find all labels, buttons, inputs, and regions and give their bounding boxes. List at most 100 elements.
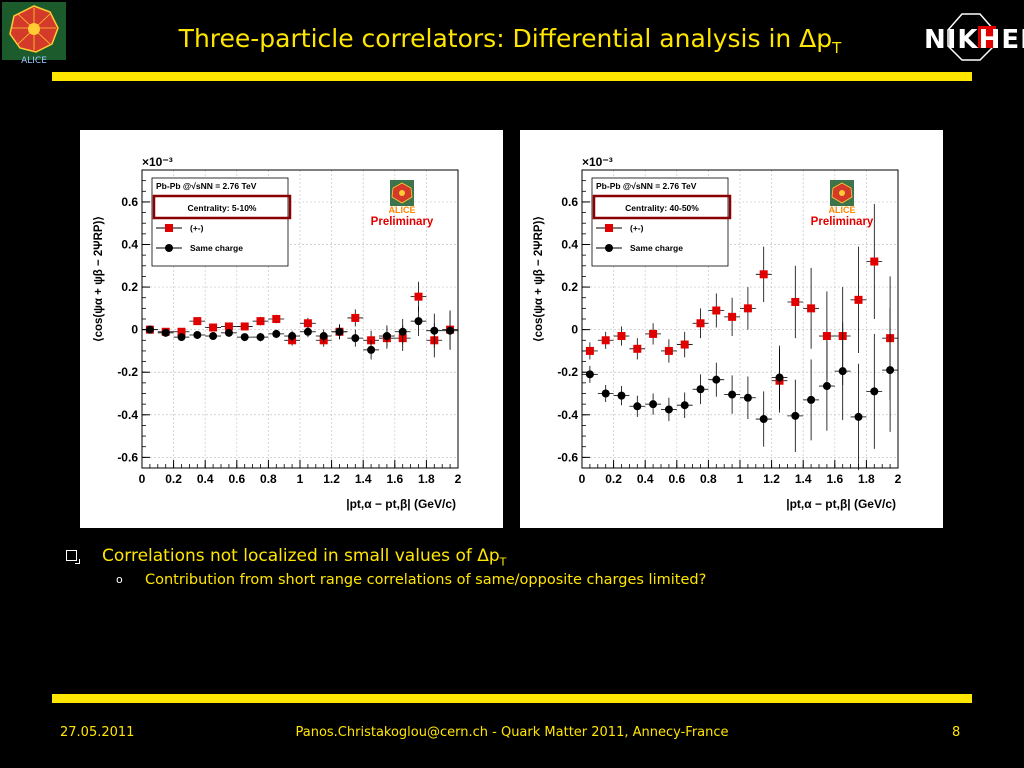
data-point [822, 382, 831, 391]
data-point [335, 327, 344, 336]
y-tick-label: -0.6 [117, 450, 138, 464]
y-tick-label: -0.6 [557, 450, 578, 464]
centrality-highlight-box [592, 194, 732, 220]
data-point [633, 402, 642, 411]
data-point [240, 322, 249, 331]
chart-panel-centrality-40-50: 0 0.2 0.4 0.6 0.8 1 1.2 1.4 1.6 1.8 2 -0.6 -0.4 -0.2 0… [520, 130, 943, 528]
bullet-sub: o Contribution from short range correlat… [116, 572, 707, 588]
x-tick-label: 1.4 [795, 472, 812, 486]
alice-logo: ALICE [0, 0, 68, 66]
data-point [367, 336, 376, 345]
data-point [351, 313, 360, 322]
x-axis-label: |pt,α − pt,β| (GeV/c) [786, 497, 896, 511]
data-point [414, 317, 423, 326]
y-tick-label: 0.2 [121, 280, 138, 294]
data-point [272, 315, 281, 323]
data-point [209, 332, 218, 341]
y-tick-label: 0.4 [121, 238, 138, 252]
data-point [145, 325, 154, 334]
footer-contact: Panos.Christakoglou@cern.ch - Quark Matt… [295, 725, 729, 740]
logo-center [839, 190, 845, 196]
y-tick-label: 0.6 [121, 195, 138, 209]
circle-bullet-icon: o [116, 573, 123, 586]
svg-text:NIKHEF: NIKHEF [924, 25, 1024, 55]
logo-text: ALICE [829, 205, 856, 215]
data-point [807, 395, 816, 404]
data-point [256, 317, 265, 326]
series-same-charge [582, 308, 898, 471]
data-point [224, 328, 233, 337]
legend-collision: Pb-Pb @√sNN = 2.76 TeV [156, 181, 257, 191]
data-point [886, 366, 895, 375]
legend-marker [165, 244, 173, 252]
y-tick-label: 0.4 [561, 238, 578, 252]
bullet-main: Correlations not localized in small valu… [66, 546, 990, 572]
x-tick-label: 0.2 [165, 472, 182, 486]
slide-title: Three-particle correlators: Differential… [178, 24, 842, 57]
data-point [303, 319, 312, 328]
logo-text: ALICE [389, 205, 416, 215]
data-point [398, 327, 407, 336]
data-point [743, 304, 752, 313]
x-tick-label: 0.6 [668, 472, 685, 486]
series-same-charge [142, 306, 458, 360]
legend-entry: Same charge [630, 243, 683, 253]
x-tick-label: 1.2 [763, 472, 780, 486]
y-tick-label: 0 [131, 323, 138, 337]
footer-page-number: 8 [952, 725, 961, 740]
x-tick-label: 0.8 [700, 472, 717, 486]
legend-frame [151, 177, 289, 267]
y-tick-label: 0.2 [561, 280, 578, 294]
x-tick-label: 0 [579, 472, 586, 486]
legend: Pb-Pb @√sNN = 2.76 TeV Centrality: 5-10% (… [151, 177, 292, 267]
y-tick-label: -0.4 [117, 408, 138, 422]
chart-centrality-40-50: 0 0.2 0.4 0.6 0.8 1 1.2 1.4 1.6 1.8 2 -0.6 -0.4 -0.2 0… [532, 155, 902, 511]
data-point [177, 333, 186, 342]
x-tick-label: 0.6 [228, 472, 245, 486]
legend-centrality: Centrality: 5-10% [188, 203, 257, 213]
legend-entry: (+-) [190, 223, 204, 233]
chart-panel-centrality-5-10: 0 0.2 0.4 0.6 0.8 1 1.2 1.4 1.6 1.8 2 -0.6 -0.4 -0.2 0… [80, 130, 503, 528]
data-point [367, 345, 376, 354]
data-point [759, 270, 768, 279]
svg-text:ALICE: ALICE [21, 56, 47, 66]
data-point [161, 328, 170, 337]
data-point [617, 391, 626, 400]
x-tick-label: 1.6 [386, 472, 403, 486]
nikhef-logo: NIKHEF [922, 12, 1024, 62]
x-tick-label: 2 [455, 472, 462, 486]
data-point [272, 329, 281, 338]
x-tick-label: 0.4 [197, 472, 214, 486]
data-point [807, 304, 816, 313]
alice-preliminary-logo: ALICE [389, 180, 416, 215]
x-tick-label: 1.6 [826, 472, 843, 486]
data-point [680, 340, 689, 349]
data-point [585, 370, 594, 379]
data-point [319, 332, 328, 341]
legend-centrality: Centrality: 40-50% [625, 203, 699, 213]
data-point [680, 401, 689, 410]
preliminary-label: Preliminary [371, 216, 434, 228]
data-point [664, 346, 673, 355]
data-point [177, 327, 186, 336]
data-point [870, 257, 879, 266]
legend-frame [591, 177, 729, 267]
legend-entry: Same charge [190, 243, 243, 253]
y-tick-label: -0.2 [117, 365, 138, 379]
legend-marker [165, 224, 173, 232]
data-point [446, 326, 455, 335]
data-point [822, 332, 831, 341]
legend: Pb-Pb @√sNN = 2.76 TeV Centrality: 40-50%… [591, 177, 732, 267]
x-tick-label: 0.8 [260, 472, 277, 486]
x-tick-label: 1.8 [418, 472, 435, 486]
y-axis-label: ⟨cos(ψα + ψβ − 2ΨRP)⟩ [532, 216, 545, 342]
data-point [224, 322, 233, 331]
data-point [712, 306, 721, 315]
x-tick-label: 1 [297, 472, 304, 486]
legend-marker [605, 244, 613, 252]
data-point [759, 415, 768, 424]
data-point [870, 387, 879, 396]
data-point [649, 400, 658, 409]
preliminary-label: Preliminary [811, 216, 874, 228]
data-point [256, 333, 265, 342]
